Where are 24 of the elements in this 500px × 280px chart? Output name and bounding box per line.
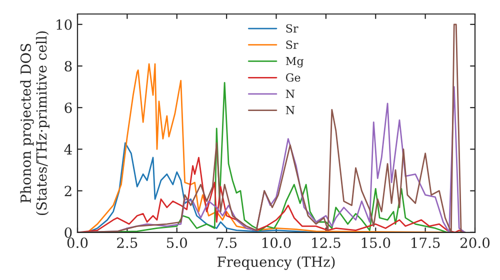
- x-tick-label: 7.5: [216, 238, 237, 248]
- x-tick-label: 15.0: [362, 238, 390, 248]
- x-tick-label: 12.5: [312, 238, 340, 248]
- x-tick-label: 5.0: [167, 238, 187, 248]
- legend-label: N: [286, 106, 295, 114]
- x-tick-label: 2.5: [117, 238, 138, 248]
- legend-label: Mg: [286, 56, 304, 68]
- x-tick-label: 17.5: [412, 238, 440, 248]
- legend-label: N: [286, 90, 295, 98]
- legend-label: Sr: [286, 24, 298, 33]
- legend-label: Ge: [286, 73, 300, 82]
- legend-label: Sr: [286, 40, 298, 49]
- x-tick-label: 20.0: [460, 238, 490, 248]
- x-tick-label: 10.0: [262, 238, 291, 248]
- y-tick-label: 10: [56, 19, 72, 30]
- y-tick-label: 2: [64, 186, 72, 196]
- y-tick-label: 8: [64, 60, 72, 72]
- y-tick-label: 0: [64, 227, 72, 238]
- x-axis-title: Frequency (THz): [217, 256, 335, 270]
- y-axis-title: Phonon projected DOS (States/THz·primitive cell): [20, 31, 50, 216]
- line-series: [78, 24, 466, 232]
- x-tick-label: 0.0: [67, 238, 88, 248]
- y-tick-label: 4: [64, 144, 72, 154]
- y-tick-label: 6: [64, 102, 72, 114]
